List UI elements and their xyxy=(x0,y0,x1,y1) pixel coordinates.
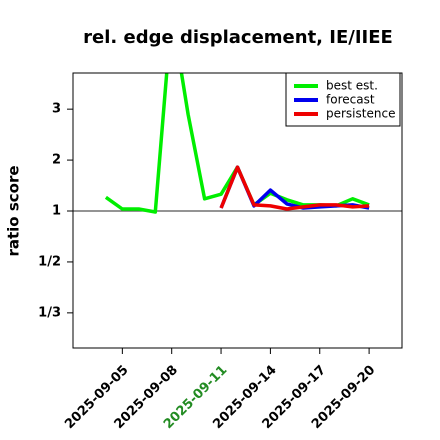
plot-area xyxy=(73,73,402,214)
y-tick-label: 3 xyxy=(52,102,61,117)
y-tick-label: 1/2 xyxy=(38,254,61,269)
chart-title: rel. edge displacement, IE/IIEE xyxy=(83,27,393,48)
data-line xyxy=(219,165,370,211)
y-tick-label: 1 xyxy=(52,204,61,219)
legend-label: persistence xyxy=(326,107,395,121)
legend-label: forecast xyxy=(326,93,375,107)
legend-label: best est. xyxy=(326,79,378,93)
y-axis-label: ratio score xyxy=(5,165,23,256)
plot-frame xyxy=(72,72,403,349)
y-tick-label: 2 xyxy=(52,153,61,168)
y-tick-label: 1/3 xyxy=(38,305,61,320)
